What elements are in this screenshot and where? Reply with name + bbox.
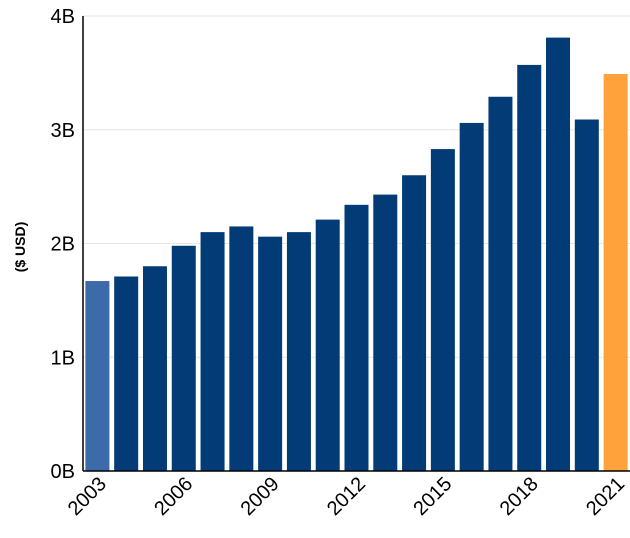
y-tick-label: 3B: [51, 120, 75, 142]
bar-2008: [229, 226, 254, 471]
bar-2005: [142, 266, 167, 471]
bar-2011: [315, 219, 340, 471]
bar-2006: [171, 245, 196, 471]
bars: [85, 37, 628, 472]
bar-2012: [344, 204, 369, 471]
bar-2004: [114, 276, 139, 471]
bar-2015: [430, 149, 455, 471]
bar-2007: [200, 232, 225, 471]
bar-2021: [603, 74, 628, 471]
x-tick-label: 2012: [323, 473, 370, 520]
x-tick-label: 2009: [237, 473, 284, 520]
bar-2003: [85, 281, 110, 471]
x-tick-labels: 2003 2006 2009 2012 2015 2018 2021: [64, 473, 629, 520]
y-tick-labels: 0B 1B 2B 3B 4B: [51, 6, 75, 483]
bar-2014: [402, 175, 427, 471]
x-tick-label: 2018: [496, 473, 543, 520]
bar-2010: [286, 232, 311, 471]
x-tick-label: 2021: [582, 473, 629, 520]
bar-2013: [373, 194, 398, 471]
y-tick-label: 4B: [51, 6, 75, 28]
bar-2016: [459, 122, 484, 472]
x-tick-label: 2015: [409, 473, 456, 520]
y-tick-label: 1B: [51, 347, 75, 369]
y-tick-label: 2B: [51, 234, 75, 256]
bar-2020: [574, 119, 599, 471]
bar-2009: [258, 236, 283, 471]
bar-2017: [488, 96, 513, 471]
y-tick-label: 0B: [51, 461, 75, 483]
x-tick-label: 2006: [150, 473, 197, 520]
y-axis-title: ($ USD): [12, 222, 28, 273]
bar-2018: [517, 64, 542, 471]
bar-2019: [546, 37, 571, 472]
